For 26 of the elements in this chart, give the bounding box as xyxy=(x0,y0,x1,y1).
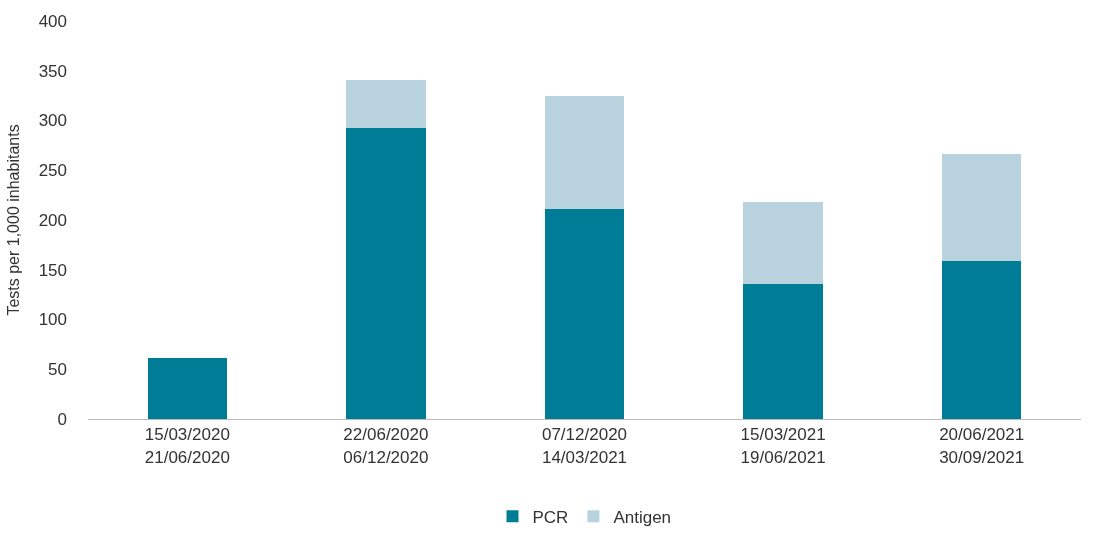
bar xyxy=(544,95,625,210)
bar xyxy=(743,202,823,284)
y-tick-label: 150 xyxy=(38,260,67,280)
y-tick-label: 0 xyxy=(57,409,67,429)
x-tick-label: 15/03/2021 19/06/2021 xyxy=(740,425,826,467)
x-tick-label: 15/03/2020 21/06/2020 xyxy=(144,425,230,467)
y-tick-label: 250 xyxy=(38,161,67,181)
y-tick-label: 200 xyxy=(38,210,67,230)
bar xyxy=(941,154,1022,261)
bar xyxy=(346,128,426,419)
bar xyxy=(346,79,426,129)
y-tick-label: 400 xyxy=(38,11,67,31)
x-tick-label: 22/06/2020 06/12/2020 xyxy=(343,425,429,467)
legend-label: PCR xyxy=(532,507,569,527)
x-tick-label: 07/12/2020 14/03/2021 xyxy=(541,425,628,467)
bar xyxy=(544,209,625,419)
bar xyxy=(941,260,1022,419)
y-axis-title: Tests per 1,000 inhabitants xyxy=(4,124,22,316)
bar xyxy=(147,358,228,419)
y-tick-label: 100 xyxy=(38,310,67,330)
bar xyxy=(743,283,823,419)
y-tick-label: 350 xyxy=(38,61,67,81)
y-tick-label: 50 xyxy=(48,360,67,380)
legend-label: Antigen xyxy=(613,507,672,527)
x-tick-label: 20/06/2021 30/09/2021 xyxy=(939,425,1025,467)
y-tick-label: 300 xyxy=(38,111,67,131)
